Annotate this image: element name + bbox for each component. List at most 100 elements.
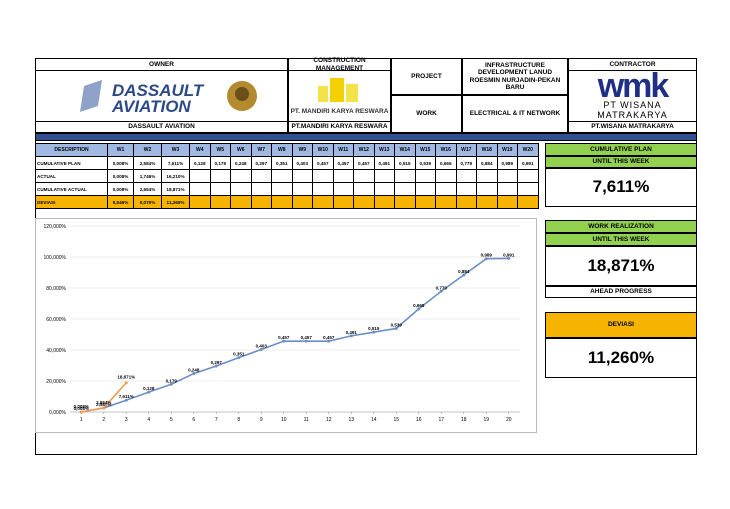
divider (35, 133, 697, 141)
cell (291, 195, 313, 209)
plan-label: CUMULATIVE PLAN (545, 143, 697, 156)
cell (476, 182, 498, 196)
data-label: 0,008% (74, 404, 89, 409)
cell (517, 169, 539, 183)
cm-logo: PT. MANDIRI KARYA RESWARA (288, 71, 391, 121)
cell: CUMULATIVE ACTUAL (35, 182, 108, 196)
cm-name: PT.MANDIRI KARYA RESWARA (288, 121, 391, 133)
header-cell: W14 (394, 143, 416, 157)
real-label: WORK REALIZATION (545, 220, 697, 233)
point (147, 390, 151, 394)
cell (230, 169, 252, 183)
data-label: 0,179 (166, 378, 178, 383)
cell (209, 195, 231, 209)
x-tick-label: 10 (281, 417, 287, 423)
cell (517, 182, 539, 196)
header-cell: W17 (455, 143, 477, 157)
cell: 2,584% (133, 156, 162, 170)
x-tick-label: 8 (237, 417, 240, 423)
chart: 0,000%20,000%40,000%60,000%80,000%100,00… (35, 218, 537, 433)
y-tick-label: 80,000% (46, 286, 66, 292)
cell (353, 182, 375, 196)
row: CUMULATIVE PLAN 0,008% 2,584% 7,611% 0,128 0,… (35, 156, 539, 170)
cell: 0,351 (271, 156, 293, 170)
cell (455, 182, 477, 196)
x-tick-label: 5 (170, 417, 173, 423)
cm-logo-art (317, 78, 358, 103)
cell (496, 182, 518, 196)
point (394, 326, 398, 330)
data-label: 0,779 (436, 285, 448, 290)
header-cell: W8 (271, 143, 293, 157)
x-tick-label: 12 (326, 417, 332, 423)
cell (250, 169, 272, 183)
cell (209, 182, 231, 196)
point (507, 256, 511, 260)
x-tick-label: 9 (260, 417, 263, 423)
x-tick-label: 16 (416, 417, 422, 423)
cell: 0,128 (189, 156, 211, 170)
cell: 0,989 (496, 156, 518, 170)
project-label: PROJECT (391, 58, 462, 95)
cell: CUMULATIVE PLAN (35, 156, 108, 170)
cell: 0,515 (394, 156, 416, 170)
cell (271, 195, 293, 209)
cell (517, 195, 539, 209)
cell (209, 169, 231, 183)
contractor-logo-mark: wmk (597, 67, 670, 106)
point (372, 330, 376, 334)
header-cell: W2 (133, 143, 162, 157)
point (237, 356, 241, 360)
y-tick-label: 20,000% (46, 379, 66, 385)
data-label: 0,403 (256, 344, 268, 349)
header-cell: W16 (435, 143, 457, 157)
cell (271, 182, 293, 196)
cell: 0,457 (332, 156, 354, 170)
cell: 0,248 (230, 156, 252, 170)
cell: 0,046% (107, 195, 134, 209)
cell: 0,665 (435, 156, 457, 170)
cell (230, 195, 252, 209)
x-tick-label: 13 (348, 417, 354, 423)
data-label: 0,128 (143, 386, 155, 391)
cell (414, 169, 436, 183)
x-tick-label: 3 (125, 417, 128, 423)
y-tick-label: 100,000% (43, 255, 66, 261)
cell (230, 182, 252, 196)
x-tick-label: 20 (506, 417, 512, 423)
cell (476, 195, 498, 209)
cell (476, 169, 498, 183)
cell (435, 169, 457, 183)
data-label: 0,989 (481, 253, 493, 258)
cm-label: CONSTRUCTION MANAGEMENT (288, 57, 391, 72)
data-label: 0,491 (346, 330, 358, 335)
line (81, 257, 509, 413)
owner-logo-art: DASSAULT AVIATION (79, 80, 257, 116)
cell (332, 195, 354, 209)
data-label: 0,297 (211, 360, 223, 365)
point (327, 339, 331, 343)
data-label: 0,457 (323, 335, 335, 340)
cell (250, 195, 272, 209)
data-label: 0,515 (368, 326, 380, 331)
cell: DEVIASI (35, 195, 108, 209)
data-label: 0,539 (391, 322, 403, 327)
cell (496, 195, 518, 209)
point (79, 410, 83, 414)
contractor-name: PT.WISANA MATRAKARYA (568, 121, 697, 133)
cell: 0,008% (107, 182, 134, 196)
cell: ACTUAL (35, 169, 108, 183)
cm-logo-text: PT. MANDIRI KARYA RESWARA (290, 108, 389, 116)
cell (394, 195, 416, 209)
cell (435, 195, 457, 209)
work-label: WORK (391, 95, 462, 133)
header-cell: DESCRIPTION (35, 143, 108, 157)
cell: 0,539 (414, 156, 436, 170)
point (349, 334, 353, 338)
cell (291, 169, 313, 183)
dev-value: 11,260% (545, 338, 697, 378)
real-until: UNTIL THIS WEEK (545, 233, 697, 246)
point (439, 289, 443, 293)
point (169, 382, 173, 386)
